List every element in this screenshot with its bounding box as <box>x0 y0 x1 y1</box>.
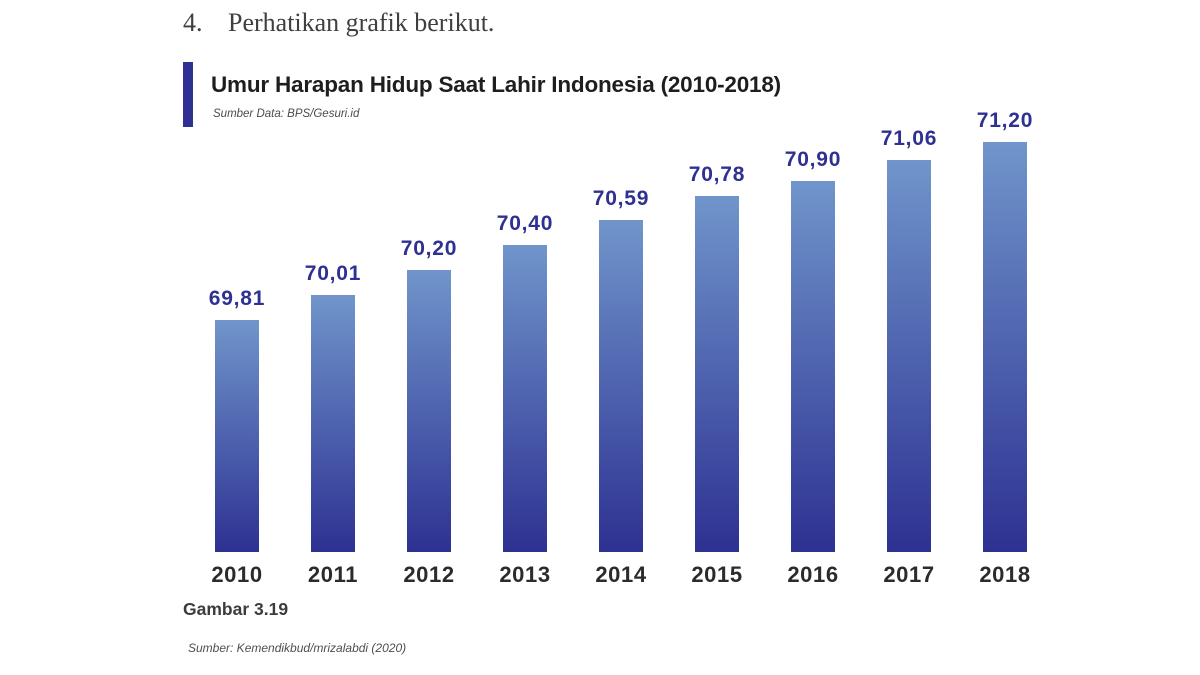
bar-2016 <box>791 181 835 552</box>
bar-value-label: 69,81 <box>208 287 266 310</box>
title-accent-bar <box>183 62 193 127</box>
x-axis-label: 2017 <box>883 562 935 587</box>
bar-value-label: 70,01 <box>304 262 362 285</box>
bar-value-label: 70,59 <box>592 187 650 210</box>
bar-value-label: 70,40 <box>496 212 554 235</box>
question-number: 4. <box>183 8 203 37</box>
bar-2015 <box>695 196 739 552</box>
question-text: Perhatikan grafik berikut. <box>228 8 495 37</box>
x-axis-label: 2012 <box>403 562 455 587</box>
x-axis-label: 2015 <box>691 562 743 587</box>
x-axis-label: 2014 <box>595 562 647 587</box>
figure-source-credit: Sumber: Kemendikbud/mrizalabdi (2020) <box>188 641 407 655</box>
chart-data-source: Sumber Data: BPS/Gesuri.id <box>213 108 360 120</box>
x-axis-label: 2018 <box>979 562 1031 587</box>
x-axis-label: 2016 <box>787 562 839 587</box>
chart-title: Umur Harapan Hidup Saat Lahir Indonesia … <box>211 72 781 97</box>
bar-2014 <box>599 220 643 552</box>
bar-2013 <box>503 245 547 552</box>
figure-caption: Gambar 3.19 <box>183 599 289 619</box>
bar-value-label: 70,78 <box>688 163 746 186</box>
bar-2012 <box>407 270 451 552</box>
bar-2017 <box>887 160 931 552</box>
x-axis-label: 2011 <box>307 562 359 587</box>
bar-value-label: 70,20 <box>400 237 458 260</box>
bar-value-label: 71,20 <box>976 109 1034 132</box>
x-axis-label: 2013 <box>499 562 551 587</box>
question-item: 4. Perhatikan grafik berikut. <box>183 8 494 38</box>
bar-2010 <box>215 320 259 552</box>
bar-value-label: 71,06 <box>880 127 938 150</box>
x-axis-label: 2010 <box>211 562 263 587</box>
bar-value-label: 70,90 <box>784 148 842 171</box>
bar-2018 <box>983 142 1027 552</box>
bar-2011 <box>311 295 355 552</box>
